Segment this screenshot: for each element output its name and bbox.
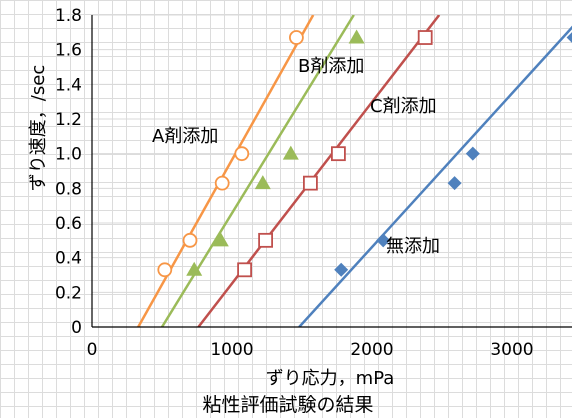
y-tick-labels: 0 0.2 0.4 0.6 0.8 1.0 1.2 1.4 1.6 1.8 [55,6,82,338]
data-point-s0-3 [234,146,250,162]
x-tick-label: 1000 [210,340,253,360]
data-point-s2-2 [302,175,318,191]
data-point-s2-1 [258,232,274,248]
x-tick-labels: 0 1000 2000 3000 [87,340,534,360]
data-point-s0-4 [288,30,304,45]
fit-line-series-0 [137,15,315,327]
data-point-s1-0 [186,261,203,276]
series-label-3: 無添加 [386,236,440,257]
x-axis-title: ずり応力，mPa [266,368,395,389]
y-tick-label: 1.2 [55,110,82,130]
x-tick-label: 2000 [350,340,393,360]
y-axis-title: ずり速度，/sec [28,65,49,191]
data-point-s2-3 [330,146,346,162]
series-label-2: C剤添加 [370,96,437,117]
fit-line-series-3 [298,25,572,327]
data-point-s0-0 [157,262,173,278]
data-point-s2-4 [417,30,433,45]
y-tick-label: 1.6 [55,41,82,61]
x-tick-label: 3000 [490,340,533,360]
y-tick-label: 0.6 [55,214,82,234]
data-point-s1-3 [282,145,299,160]
data-point-s1-4 [348,29,365,44]
data-point-s2-0 [237,262,253,278]
x-tick-label: 0 [87,340,98,360]
series-label-0: A剤添加 [152,126,218,147]
chart-caption: 粘性評価試験の結果 [202,394,373,416]
data-point-s3-3 [465,146,480,161]
data-point-s3-2 [447,176,462,191]
y-tick-label: 1.4 [55,75,82,95]
data-point-s1-2 [254,175,271,190]
data-point-s3-1 [376,233,391,248]
y-tick-label: 0.2 [55,283,82,303]
axes [91,15,572,328]
y-tick-label: 0 [71,318,82,338]
y-tick-label: 1.8 [55,6,82,26]
series-label-1: B剤添加 [298,56,364,77]
y-tick-label: 0.4 [55,249,82,269]
data-point-s3-4 [566,32,572,43]
data-point-s1-1 [212,232,229,247]
y-tick-label: 0.8 [55,179,82,199]
data-point-s0-1 [182,232,198,248]
data-point-s0-2 [214,175,230,191]
data-point-s3-0 [334,262,349,277]
y-tick-label: 1.0 [55,145,82,165]
data-markers [157,29,572,278]
